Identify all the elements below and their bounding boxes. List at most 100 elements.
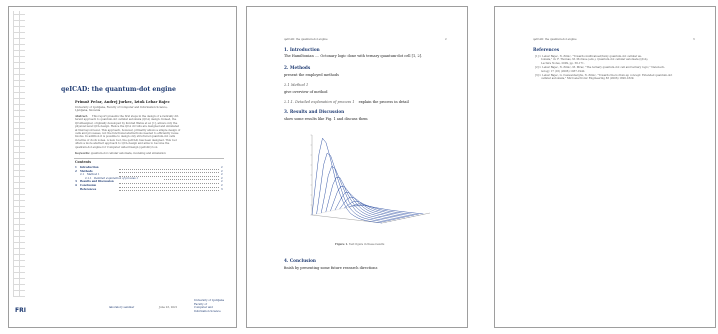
abstract-line: blocks. In addition it is possible to de… — [75, 135, 176, 139]
series-line — [325, 176, 396, 221]
abstract-line: ferent approach to quantum-dot cellular … — [75, 118, 177, 122]
toc-leader-dots — [119, 190, 219, 192]
toc-entry-number: 2 — [75, 169, 77, 173]
figure-1-chart — [292, 125, 442, 237]
toc-entry-label: References — [80, 187, 97, 191]
toc-entry-page: 3 — [221, 187, 223, 191]
z-axis — [381, 212, 431, 224]
affiliation-line-1: University of Ljubljana, Faculty of Comp… — [75, 105, 168, 109]
reference-line: tomata," in: F. Thomas, M. Morisue (eds.… — [541, 58, 649, 62]
abstract-line: QCADesigner, originally developed by Kon… — [75, 121, 178, 125]
section-2-1-1: 2.1.1. Detailed explanation of process 1… — [284, 100, 409, 104]
series-line — [316, 152, 387, 223]
section-3-text: show some results like Fig. 1 and discus… — [284, 117, 368, 121]
section-2-1-text: give overview of method — [284, 90, 328, 94]
reference-line: [3] I. Lebar Bajec, G. Cauwenberghs, N. … — [535, 74, 673, 77]
section-1-title: 1. Introduction — [284, 47, 320, 52]
section-3-title: 3. Results and Discussion — [284, 109, 345, 114]
fri-logo: FRI — [15, 307, 26, 314]
reference-line: nology 17 (16) (2006) 1937-1942. — [541, 69, 586, 73]
series-line — [348, 203, 419, 216]
toc-entry-page: 2 — [221, 173, 223, 177]
footer-right-2: Faculty of — [194, 302, 207, 306]
toc-leader-dots — [119, 175, 219, 177]
section-2-title: 2. Methods — [284, 65, 311, 70]
authors: Primož Pečar, Andrej Jurkec, Iztok Lebar… — [75, 100, 170, 104]
toc-entry-label: Method 1 — [87, 173, 100, 177]
page-number: 2 — [445, 38, 447, 41]
section-2-1-1-text: explain the process in detail — [358, 100, 409, 104]
series-line — [330, 185, 401, 220]
series-line — [311, 137, 383, 224]
running-head: qeICAD: the quantum-dot engine — [533, 38, 577, 41]
toc-entry-number: 2.1.1 — [85, 176, 92, 180]
abstract-line: This report presents the first steps in … — [92, 115, 179, 118]
affiliation-line-2: Ljubljana, Slovenia — [75, 109, 101, 112]
toc-leader-dots — [164, 179, 219, 181]
abstract-line: quantum-dot engine for Computer Aided De… — [75, 145, 159, 149]
footer-left: laboratory seminar — [109, 306, 135, 309]
page-1: qeICAD: the quantum-dot engine Primož Pe… — [8, 6, 237, 328]
keywords-text: quantum-dot cellular automata, modeling … — [90, 152, 166, 155]
abstract-line: in terms of clock zones. A new tool, the… — [75, 138, 177, 142]
page-2: qeICAD: the quantum-dot engine 2 1. Intr… — [246, 6, 468, 328]
toc-entry-label: Conclusion — [80, 184, 97, 187]
series-line — [344, 200, 415, 217]
toc-entry-label: Methods — [80, 169, 93, 173]
series-line — [334, 191, 406, 219]
toc-entry-page: 2 — [221, 184, 223, 187]
references-title: References — [533, 47, 560, 52]
abstract-line: cells and processes, not the functional … — [75, 132, 179, 135]
toc-entry-number: 4 — [75, 184, 77, 187]
section-2-1-1-title: 2.1.1. Detailed explanation of process 1 — [284, 100, 355, 104]
abstract-line: physical level QCA design. Hence the QCA… — [75, 125, 180, 129]
footer-right-3: Computer and — [194, 306, 213, 309]
toc-entry-label: Detailed explanation of process 1 — [94, 176, 138, 180]
abstract-label: Abstract. — [75, 115, 89, 118]
toc-entry-label: Introduction — [80, 166, 99, 169]
section-2-text: present the employed methods — [284, 73, 339, 77]
page-number: 3 — [693, 38, 695, 41]
paper-title: qeICAD: the quantum-dot engine — [61, 86, 176, 93]
section-1-text: The Hamiltonian .... Octonary logic done… — [284, 54, 423, 58]
keywords: Keywords: quantum-dot cellular automata,… — [75, 152, 166, 155]
figure-caption-label: Figure 1. — [335, 243, 349, 246]
toc-entry-number: 1 — [75, 166, 77, 169]
chart-svg — [310, 134, 431, 224]
toc-leader-dots — [119, 168, 219, 170]
toc-entry-label: Results and Discussion — [80, 180, 114, 184]
reference-line: Lecture Notes, 2009, pp. 56-171. — [541, 61, 585, 65]
series-line — [320, 165, 392, 222]
running-head: qeICAD: the quantum-dot engine — [284, 38, 328, 41]
figure-caption-text: Text figure in these results — [348, 243, 385, 246]
abstract-line: offers a more abstract approach to QCA d… — [75, 142, 170, 146]
figure-caption: Figure 1. Text figure in these results — [335, 243, 384, 246]
x-axis — [311, 214, 383, 224]
footer-right-1: University of Ljubljana — [194, 299, 225, 302]
toc-entry-number: 3 — [75, 180, 77, 184]
toc-title: Contents — [75, 160, 92, 164]
back-axis — [311, 204, 361, 216]
toc-leader-dots — [119, 172, 219, 174]
toc-leader-dots — [119, 186, 219, 188]
reference-line: [1] I. Lebar Bajec, N. Zimic, "Towards m… — [535, 55, 643, 58]
divider — [74, 158, 224, 159]
page-3: qeICAD: the quantum-dot engine 3 Referen… — [494, 6, 716, 328]
series-line — [353, 205, 424, 215]
footer-date: June 23, 2021 — [159, 306, 178, 309]
reference-line: [2] I. Lebar Bajec, N. Zimic, M. Mraz, "… — [535, 66, 665, 70]
section-2-1-title: 2.1 Method 1 — [284, 83, 309, 87]
series-line — [339, 196, 410, 218]
keywords-label: Keywords: — [75, 152, 90, 155]
toc-entry-page: 2 — [221, 176, 223, 180]
toc-entry-page: 2 — [221, 169, 223, 173]
toc-entry-number: 2.1 — [80, 173, 85, 177]
abstract-line: at that layout level. This approach, how… — [75, 128, 181, 132]
toc-entry-page: 2 — [221, 180, 223, 184]
footer-right-4: Information Science — [194, 309, 221, 313]
decorative-side-pattern — [13, 11, 25, 297]
section-4-text: finish by presenting some future researc… — [284, 266, 378, 270]
toc-leader-dots — [119, 183, 219, 184]
toc-entry-page: 2 — [221, 166, 223, 169]
reference-line: cellular automata," Microelectronic Engi… — [541, 77, 635, 81]
